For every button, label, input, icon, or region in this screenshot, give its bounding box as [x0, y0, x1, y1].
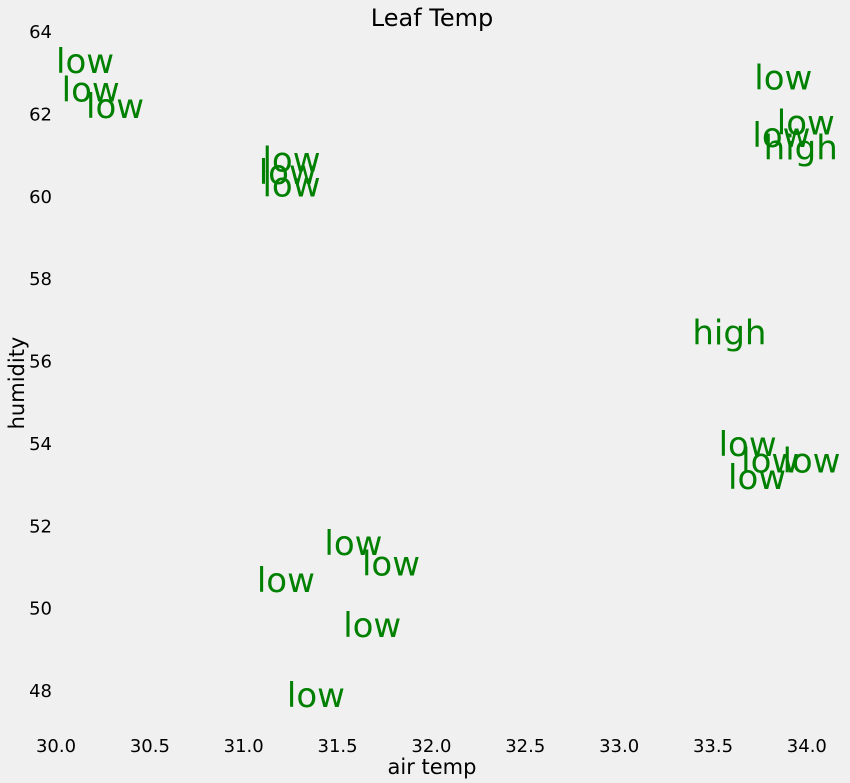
x-tick-label: 32.0 [411, 736, 451, 757]
x-tick-label: 30.5 [130, 736, 170, 757]
point-label-low: low [754, 58, 812, 98]
point-label-low: low [56, 42, 114, 82]
point-label-low: low [259, 153, 317, 193]
point-label-low: low [262, 165, 320, 205]
data-labels: lowlowlowlowlowlowlowlowlowhighhighlowlo… [56, 42, 841, 716]
y-tick-label: 64 [29, 22, 52, 43]
point-label-low: low [782, 441, 840, 481]
x-tick-label: 32.5 [505, 736, 545, 757]
x-tick-label: 33.0 [599, 736, 639, 757]
x-tick-label: 30.0 [36, 736, 76, 757]
y-axis-title: humidity [5, 337, 29, 430]
y-tick-label: 52 [29, 516, 52, 537]
chart-title: Leaf Temp [371, 4, 493, 32]
point-label-low: low [257, 561, 315, 601]
x-axis-ticks: 30.0 30.5 31.0 31.5 32.0 32.5 33.0 33.5 34.0 [36, 736, 827, 757]
x-tick-label: 33.5 [693, 736, 733, 757]
x-tick-label: 34.0 [787, 736, 827, 757]
y-tick-label: 56 [29, 352, 52, 373]
point-label-low: low [287, 676, 345, 716]
y-tick-label: 48 [29, 681, 52, 702]
point-label-high: high [764, 128, 838, 168]
point-label-low: low [343, 606, 401, 646]
point-label-low: low [62, 71, 120, 111]
point-label-low: low [728, 458, 786, 498]
x-axis-title: air temp [388, 755, 477, 779]
y-tick-label: 62 [29, 104, 52, 125]
y-tick-label: 58 [29, 269, 52, 290]
point-label-low: low [752, 116, 810, 156]
point-label-low: low [86, 87, 144, 127]
point-label-low: low [719, 425, 777, 465]
point-label-low: low [741, 441, 799, 481]
y-axis-ticks: 48 50 52 54 56 58 60 62 64 [29, 22, 52, 702]
point-label-low: low [324, 524, 382, 564]
y-tick-label: 60 [29, 187, 52, 208]
point-label-low: low [262, 141, 320, 181]
x-tick-label: 31.5 [318, 736, 358, 757]
point-label-low: low [362, 544, 420, 584]
x-tick-label: 31.0 [224, 736, 264, 757]
point-label-high: high [692, 314, 766, 354]
y-tick-label: 50 [29, 599, 52, 620]
y-tick-label: 54 [29, 434, 52, 455]
point-label-low: low [777, 104, 835, 144]
